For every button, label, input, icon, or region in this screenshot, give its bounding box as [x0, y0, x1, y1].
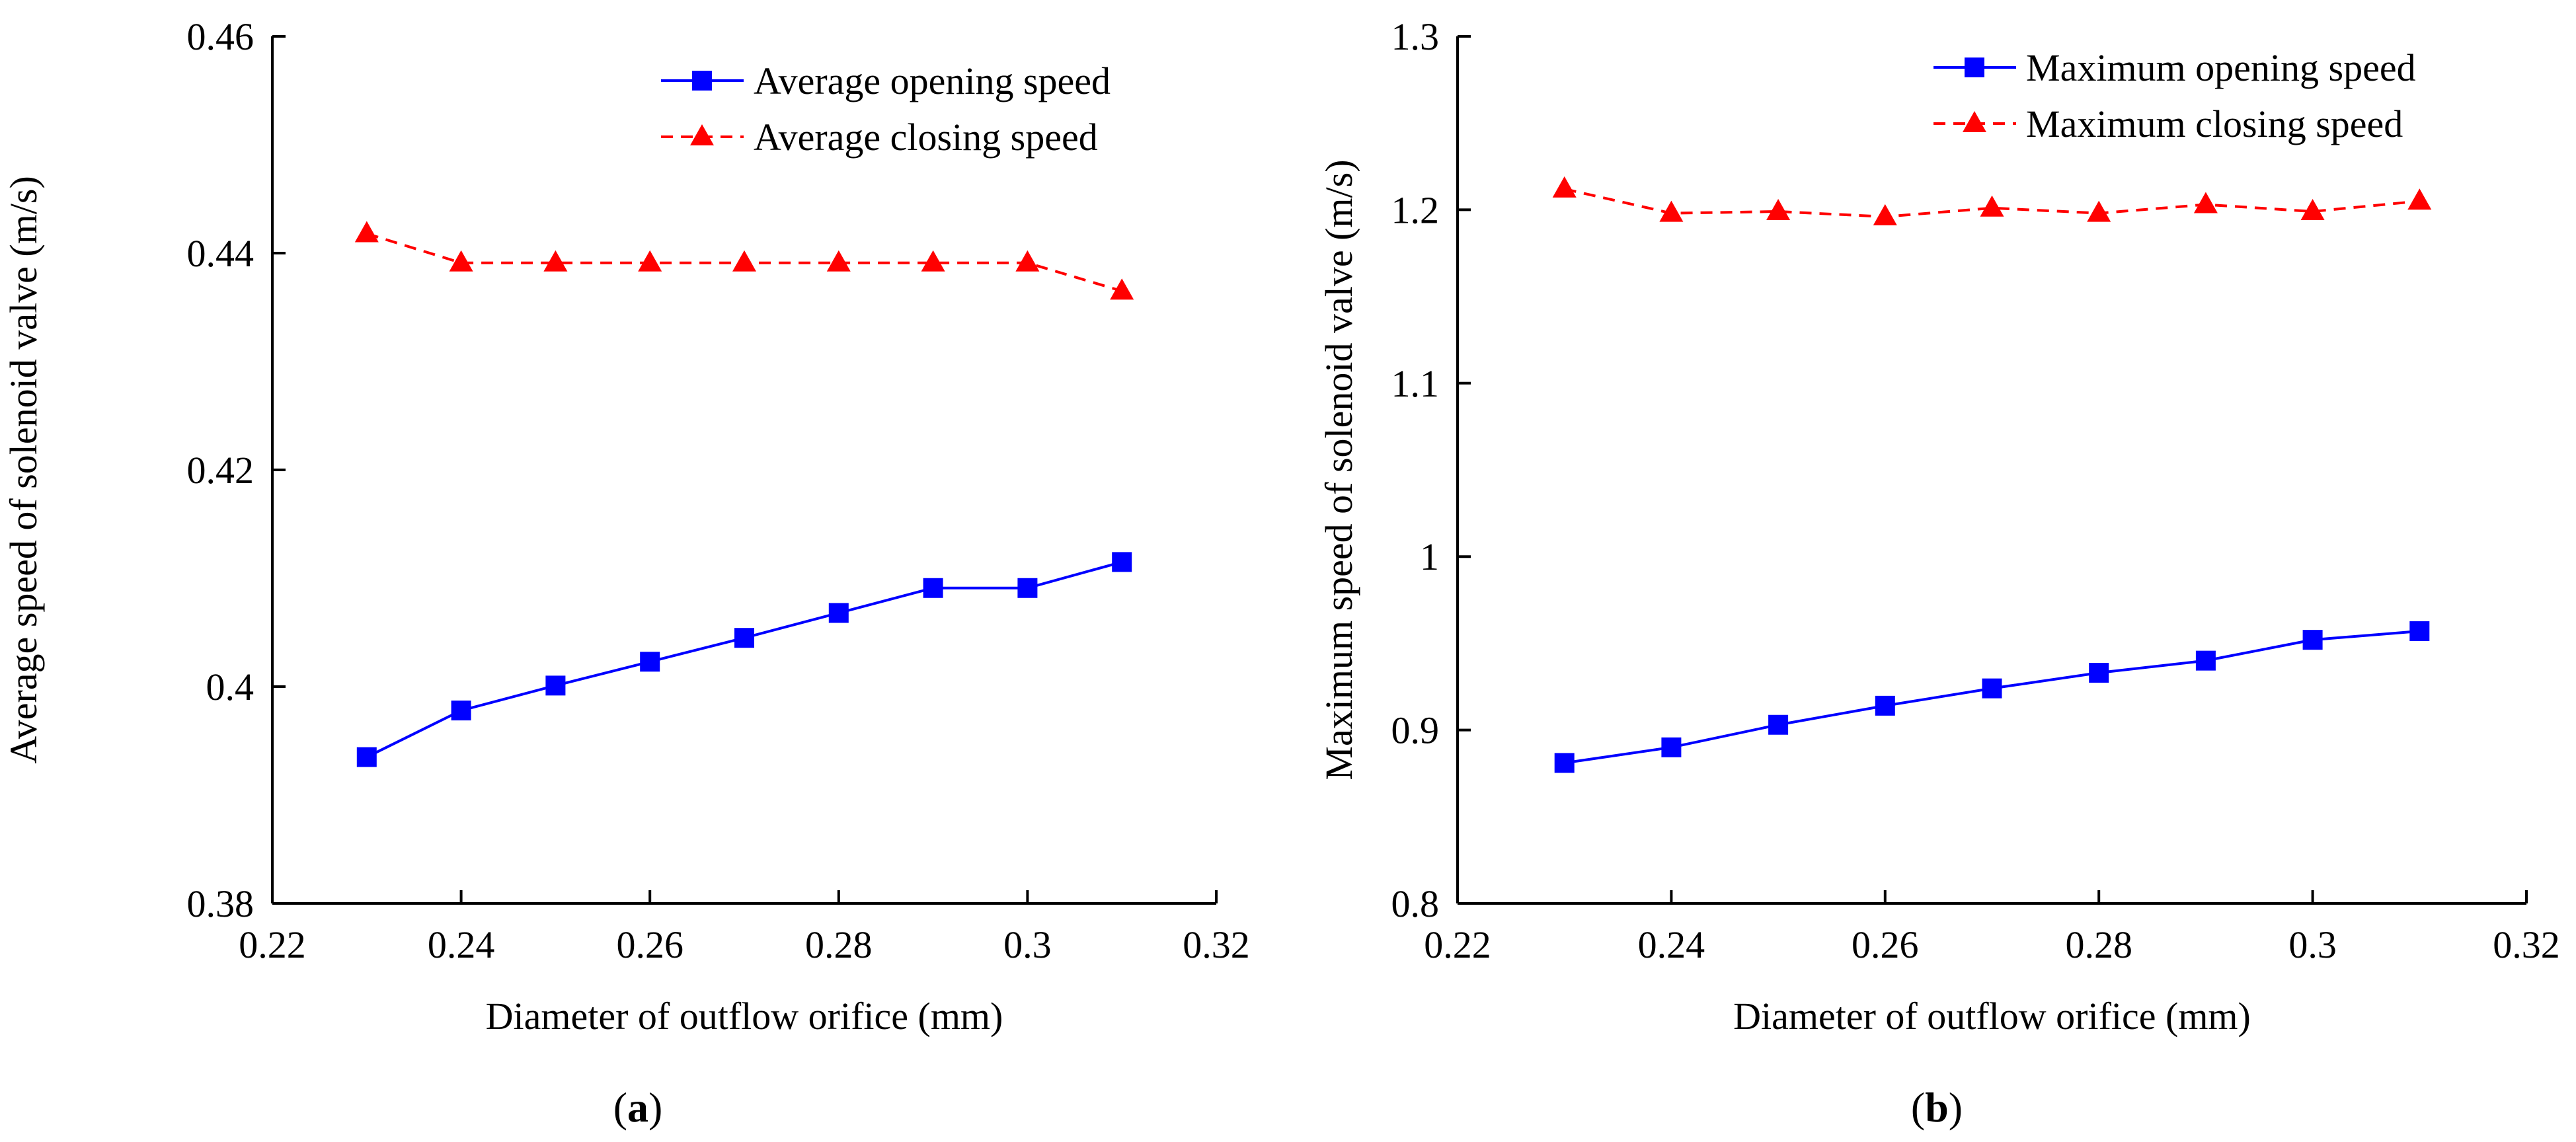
- series-opening: [356, 552, 1132, 767]
- data-point: [826, 250, 851, 272]
- legend-marker: [692, 71, 712, 91]
- data-point: [1873, 204, 1897, 225]
- x-tick-label: 0.28: [805, 923, 873, 966]
- data-point: [640, 652, 660, 672]
- series-closing: [1552, 176, 2432, 225]
- data-point: [734, 628, 754, 648]
- data-point: [1982, 678, 2002, 699]
- legend-label: Maximum opening speed: [2026, 46, 2416, 89]
- data-point: [1766, 199, 1791, 221]
- x-tick-label: 0.3: [1003, 923, 1052, 966]
- chart-a: 0.38 0.4 0.42 0.44 0.46 0.22 0.24 0.26 0.28 0.3 0.…: [2, 15, 1250, 1131]
- data-point: [1554, 753, 1575, 773]
- y-tick-label: 0.38: [187, 882, 254, 925]
- x-tick-label: 0.26: [1852, 923, 1919, 966]
- data-point: [354, 221, 379, 243]
- x-tick-label: 0.24: [1638, 923, 1705, 966]
- x-axis-label: Diameter of outflow orifice (mm): [486, 995, 1003, 1038]
- data-point: [545, 675, 566, 696]
- y-tick-label: 0.9: [1391, 709, 1440, 752]
- data-point: [356, 747, 377, 767]
- x-tick-label: 0.32: [1183, 923, 1250, 966]
- y-tick-label: 0.46: [187, 15, 254, 58]
- data-point: [2195, 650, 2216, 671]
- legend-marker: [1965, 57, 1984, 77]
- data-point: [1659, 200, 1684, 222]
- data-point: [449, 250, 473, 272]
- data-point: [2087, 200, 2111, 222]
- data-point: [1110, 278, 1134, 300]
- data-point: [1768, 714, 1789, 735]
- x-tick-label: 0.26: [616, 923, 683, 966]
- data-point: [2302, 630, 2323, 650]
- y-tick-label: 1.1: [1391, 362, 1440, 405]
- x-axis-label: Diameter of outflow orifice (mm): [1733, 995, 2251, 1038]
- series-opening: [1554, 621, 2430, 773]
- legend-label: Average opening speed: [754, 59, 1111, 102]
- data-point: [1112, 552, 1132, 572]
- data-point: [923, 578, 943, 598]
- panel-label-open: (: [1911, 1084, 1925, 1131]
- data-point: [1875, 695, 1895, 716]
- y-tick-label: 1: [1420, 535, 1439, 578]
- y-tick-label: 0.42: [187, 449, 254, 492]
- data-point: [1015, 250, 1040, 272]
- legend-label: Maximum closing speed: [2026, 102, 2403, 145]
- series-line: [1564, 187, 2420, 218]
- panel-label-close: ): [648, 1084, 662, 1131]
- data-point: [1017, 578, 1038, 598]
- data-point: [2300, 199, 2325, 221]
- panel-label-close: ): [1949, 1084, 1963, 1131]
- x-tick-label: 0.28: [2065, 923, 2132, 966]
- y-tick-label: 0.44: [187, 232, 254, 275]
- x-tick-label: 0.24: [428, 923, 495, 966]
- y-axis-label: Maximum speed of solenoid valve (m/s): [1317, 159, 1360, 780]
- panel-label: (b): [1911, 1084, 1963, 1131]
- x-tick-label: 0.22: [239, 923, 306, 966]
- data-point: [732, 250, 756, 272]
- series-closing: [354, 221, 1134, 300]
- x-tick-label: 0.32: [2493, 923, 2560, 966]
- legend-marker: [690, 124, 714, 145]
- chart-b: 0.8 0.9 1 1.1 1.2 1.3 0.22 0.24 0.26 0.28 0.3 0.32 D…: [1317, 15, 2560, 1131]
- panel-label: (a): [613, 1084, 663, 1131]
- data-point: [1661, 737, 1682, 757]
- data-point: [1552, 176, 1577, 198]
- y-tick-label: 1.2: [1391, 188, 1440, 231]
- panel-label-letter: b: [1925, 1084, 1949, 1131]
- data-point: [828, 603, 849, 623]
- data-point: [2089, 663, 2109, 683]
- x-tick-label: 0.22: [1424, 923, 1491, 966]
- data-point: [638, 250, 662, 272]
- data-point: [543, 250, 568, 272]
- legend-marker: [1963, 111, 1986, 132]
- data-point: [451, 701, 471, 721]
- legend: Average opening speed Average closing spe…: [661, 59, 1111, 159]
- y-axis-label: Average speed of solenoid valve (m/s): [2, 176, 45, 764]
- data-point: [2407, 188, 2432, 210]
- x-tick-label: 0.3: [2288, 923, 2337, 966]
- legend: Maximum opening speed Maximum closing spe…: [1933, 46, 2416, 145]
- data-point: [2409, 621, 2430, 642]
- data-point: [2193, 192, 2218, 213]
- series-line: [366, 560, 1122, 759]
- y-tick-label: 1.3: [1391, 15, 1440, 58]
- data-point: [1980, 195, 2004, 217]
- panel-label-letter: a: [627, 1084, 648, 1131]
- y-tick-label: 0.4: [206, 666, 254, 708]
- panel-label-open: (: [613, 1084, 627, 1131]
- legend-label: Average closing speed: [754, 116, 1098, 159]
- y-tick-label: 0.8: [1391, 882, 1440, 925]
- data-point: [921, 250, 945, 272]
